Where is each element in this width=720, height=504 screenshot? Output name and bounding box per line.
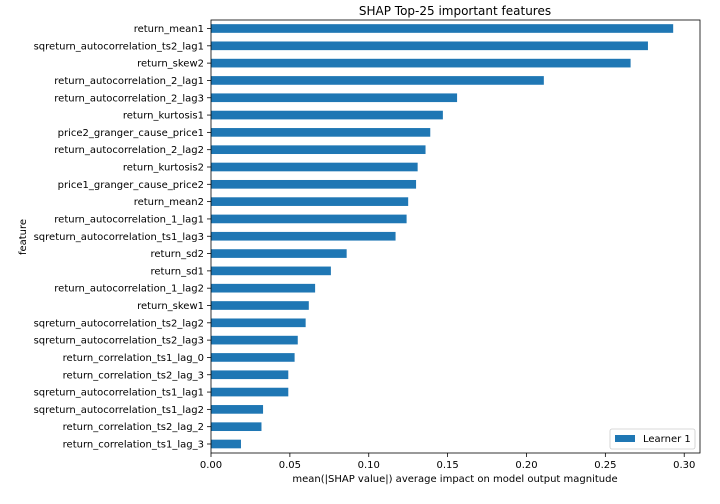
bar-return_autocorrelation_1_lag2 xyxy=(211,283,316,293)
y-tick-label: return_autocorrelation_1_lag1 xyxy=(54,214,204,225)
x-tick-label: 0.10 xyxy=(358,460,380,471)
bar-sqreturn_autocorrelation_ts2_lag1 xyxy=(211,41,648,51)
y-tick-label: return_sd1 xyxy=(151,266,205,277)
legend: Learner 1 xyxy=(609,428,696,450)
y-tick-label: return_correlation_ts1_lag_0 xyxy=(63,353,204,364)
bar-return_correlation_ts1_lag_3 xyxy=(211,439,241,449)
bar-price1_granger_cause_price2 xyxy=(211,179,417,189)
y-tick-label: sqreturn_autocorrelation_ts2_lag2 xyxy=(34,318,204,329)
x-tick-label: 0.00 xyxy=(200,460,222,471)
legend-swatch xyxy=(615,435,635,442)
y-axis-ticks: return_mean1 sqreturn_autocorrelation_ts2… xyxy=(34,24,211,451)
y-axis-label: feature xyxy=(18,219,29,255)
chart-title: SHAP Top-25 important features xyxy=(359,4,551,18)
x-axis-ticks: 0.00 0.05 0.10 0.15 0.20 0.25 0.30 xyxy=(200,453,695,471)
y-tick-label: return_correlation_ts2_lag_3 xyxy=(63,370,204,381)
bar-return_autocorrelation_2_lag3 xyxy=(211,93,458,103)
bar-return_skew1 xyxy=(211,301,309,310)
y-tick-label: return_kurtosis2 xyxy=(123,163,204,174)
x-tick-label: 0.05 xyxy=(279,460,301,471)
bar-sqreturn_autocorrelation_ts2_lag3 xyxy=(211,335,298,345)
bar-return_mean1 xyxy=(211,24,674,33)
y-tick-label: price1_granger_cause_price2 xyxy=(58,180,204,191)
bar-sqreturn_autocorrelation_ts1_lag2 xyxy=(211,405,264,414)
y-tick-label: return_skew1 xyxy=(137,301,204,312)
bar-return_skew2 xyxy=(211,58,631,68)
x-tick-label: 0.30 xyxy=(673,460,695,471)
bar-return_sd1 xyxy=(211,266,331,276)
bar-return_correlation_ts1_lag_0 xyxy=(211,353,295,362)
bar-return_autocorrelation_2_lag1 xyxy=(211,76,544,85)
y-tick-label: price2_granger_cause_price1 xyxy=(58,128,204,139)
bar-sqreturn_autocorrelation_ts1_lag3 xyxy=(211,231,396,241)
bar-price2_granger_cause_price1 xyxy=(211,128,431,137)
legend-label: Learner 1 xyxy=(643,434,691,445)
y-tick-label: sqreturn_autocorrelation_ts1_lag3 xyxy=(34,232,204,243)
y-tick-label: sqreturn_autocorrelation_ts1_lag2 xyxy=(34,405,204,416)
y-tick-label: sqreturn_autocorrelation_ts2_lag3 xyxy=(34,336,204,347)
bar-return_autocorrelation_1_lag1 xyxy=(211,214,407,224)
x-tick-label: 0.15 xyxy=(436,460,458,471)
y-tick-label: return_autocorrelation_1_lag2 xyxy=(54,284,204,295)
bar-return_correlation_ts2_lag_2 xyxy=(211,422,262,432)
bar-return_correlation_ts2_lag_3 xyxy=(211,370,289,380)
y-tick-label: return_mean2 xyxy=(134,197,204,208)
bar-return_kurtosis2 xyxy=(211,162,418,172)
y-tick-label: return_sd2 xyxy=(151,249,205,260)
y-tick-label: sqreturn_autocorrelation_ts2_lag1 xyxy=(34,41,204,52)
bar-sqreturn_autocorrelation_ts1_lag1 xyxy=(211,387,289,397)
bar-return_mean2 xyxy=(211,197,409,206)
y-tick-label: return_correlation_ts2_lag_2 xyxy=(63,422,204,433)
bar-sqreturn_autocorrelation_ts2_lag2 xyxy=(211,318,306,328)
bar-return_sd2 xyxy=(211,249,347,258)
y-tick-label: return_autocorrelation_2_lag1 xyxy=(54,76,204,87)
y-tick-label: return_correlation_ts1_lag_3 xyxy=(63,440,204,451)
x-tick-label: 0.25 xyxy=(594,460,616,471)
x-tick-label: 0.20 xyxy=(515,460,537,471)
bars-group xyxy=(211,24,674,449)
bar-return_kurtosis1 xyxy=(211,110,443,120)
legend-box xyxy=(609,428,696,450)
x-axis-label: mean(|SHAP value|) average impact on mod… xyxy=(292,474,617,485)
y-tick-label: return_autocorrelation_2_lag2 xyxy=(54,145,204,156)
y-tick-label: return_mean1 xyxy=(134,24,204,35)
y-tick-label: sqreturn_autocorrelation_ts1_lag1 xyxy=(34,388,204,399)
y-tick-label: return_skew2 xyxy=(137,59,204,70)
bar-return_autocorrelation_2_lag2 xyxy=(211,145,426,155)
y-tick-label: return_kurtosis1 xyxy=(123,111,204,122)
y-tick-label: return_autocorrelation_2_lag3 xyxy=(54,93,204,104)
